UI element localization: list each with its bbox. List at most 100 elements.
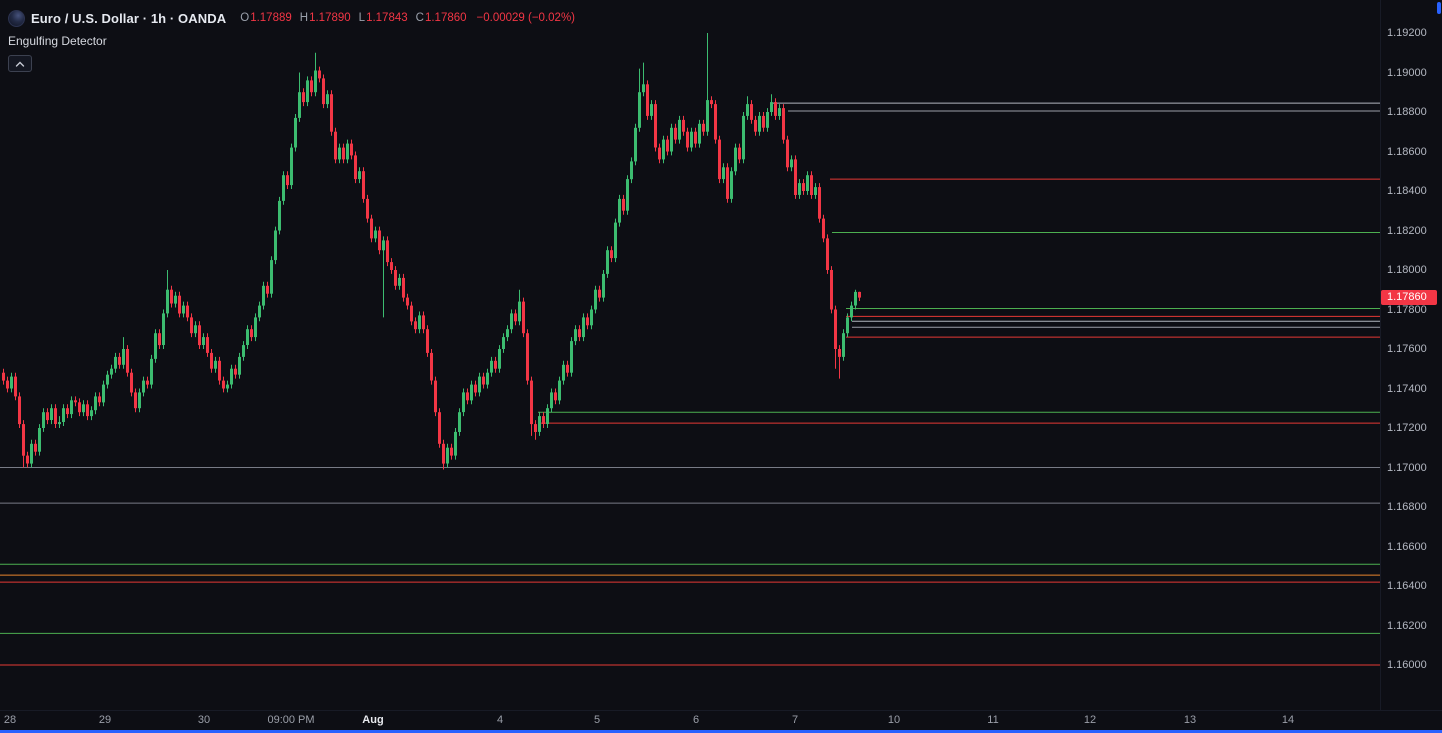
price-axis[interactable]: 1.19200 1.19000 1.18800 1.18600 1.18400 1.182… — [1380, 0, 1442, 710]
candle-body — [446, 447, 449, 464]
bottom-accent-bar — [0, 730, 1442, 733]
candle-body — [106, 374, 109, 385]
open-label: O — [240, 12, 250, 24]
candle-body — [70, 400, 73, 415]
candle-body — [822, 218, 825, 239]
price-axis-label: 1.16600 — [1387, 540, 1427, 553]
candle-body — [154, 333, 157, 359]
candle-body — [646, 84, 649, 116]
time-axis-label: 09:00 PM — [267, 714, 315, 726]
time-axis-label: 5 — [593, 714, 601, 726]
candle-body — [114, 356, 117, 369]
low-readout: L1.17843 — [359, 12, 408, 24]
candle-body — [258, 305, 261, 318]
candle-body — [386, 240, 389, 263]
candle-body — [238, 356, 241, 375]
candle-body — [610, 250, 613, 259]
candle-body — [282, 175, 285, 201]
time-axis[interactable]: 28 29 30 09:00 PM Aug 4 5 6 7 10 11 12 13 14 — [0, 710, 1442, 731]
candle-body — [842, 333, 845, 357]
candle-body — [222, 380, 225, 389]
candle-body — [306, 80, 309, 103]
candle-body — [594, 289, 597, 310]
candle-body — [718, 139, 721, 180]
price-axis-label: 1.16800 — [1387, 501, 1427, 513]
candle-body — [318, 70, 321, 79]
candle-body — [766, 112, 769, 128]
candle-body — [654, 104, 657, 148]
candle-body — [402, 277, 405, 298]
candle-body — [834, 309, 837, 349]
candle-body — [774, 102, 777, 116]
candle-body — [342, 147, 345, 160]
price-axis-label: 1.16200 — [1387, 619, 1427, 632]
candle-body — [706, 100, 709, 132]
candle-body — [694, 131, 697, 144]
chart-pane[interactable]: Euro / U.S. Dollar · 1h · OANDA O1.17889… — [0, 0, 1380, 710]
candle-body — [514, 313, 517, 322]
candle-body — [634, 127, 637, 162]
candle-body — [478, 376, 481, 393]
candle-body — [162, 313, 165, 345]
candle-body — [454, 431, 457, 456]
scrollbar-accent — [1437, 2, 1441, 14]
price-axis-label: 1.17400 — [1387, 382, 1427, 395]
candle-body — [682, 119, 685, 132]
symbol-title[interactable]: Euro / U.S. Dollar · 1h · OANDA — [31, 10, 227, 26]
candle-body — [54, 408, 57, 424]
chart-legend: Euro / U.S. Dollar · 1h · OANDA O1.17889… — [8, 8, 575, 72]
candle-body — [246, 329, 249, 345]
candle-body — [94, 396, 97, 411]
candle-body — [42, 412, 45, 428]
price-axis-label: 1.17000 — [1387, 461, 1427, 474]
candle-body — [230, 368, 233, 385]
candle-body — [122, 349, 125, 365]
candle-body — [530, 380, 533, 425]
price-axis-label: 1.16400 — [1387, 580, 1427, 592]
candle-body — [522, 301, 525, 334]
candle-body — [586, 317, 589, 326]
candle-body — [330, 94, 333, 132]
candle-body — [158, 333, 161, 346]
candle-body — [190, 317, 193, 334]
time-axis-label: Aug — [362, 714, 384, 726]
high-label: H — [299, 12, 309, 24]
candle-body — [18, 396, 21, 425]
candle-body — [814, 187, 817, 195]
candle-body — [338, 147, 341, 160]
candle-body — [506, 329, 509, 338]
candle-body — [562, 364, 565, 381]
indicator-name[interactable]: Engulfing Detector — [8, 34, 107, 48]
time-axis-label: 12 — [1083, 714, 1097, 726]
candle-body — [10, 376, 13, 389]
candle-body — [762, 115, 765, 128]
candle-body — [626, 179, 629, 211]
candle-body — [182, 305, 185, 314]
candle-body — [98, 396, 101, 403]
candle-body — [794, 159, 797, 195]
candle-body — [602, 273, 605, 298]
candle-body — [754, 119, 757, 132]
candle-body — [134, 392, 137, 409]
candle-body — [510, 313, 513, 330]
candle-body — [414, 321, 417, 330]
candle-body — [470, 384, 473, 401]
indicator-collapse-button[interactable] — [8, 55, 32, 72]
price-axis-label: 1.18400 — [1387, 185, 1427, 197]
time-axis-label: 30 — [197, 714, 211, 726]
candle-body — [6, 380, 9, 389]
candle-body — [830, 270, 833, 310]
candle-body — [146, 380, 149, 385]
candle-body — [382, 240, 385, 251]
time-axis-label: 13 — [1183, 714, 1197, 726]
candle-body — [126, 349, 129, 373]
candle-body — [422, 315, 425, 330]
candle-body — [430, 352, 433, 381]
candle-body — [818, 187, 821, 219]
candle-body — [666, 139, 669, 152]
candle-body — [786, 139, 789, 168]
candle-body — [138, 392, 141, 409]
candle-body — [82, 404, 85, 413]
candle-body — [14, 376, 17, 397]
